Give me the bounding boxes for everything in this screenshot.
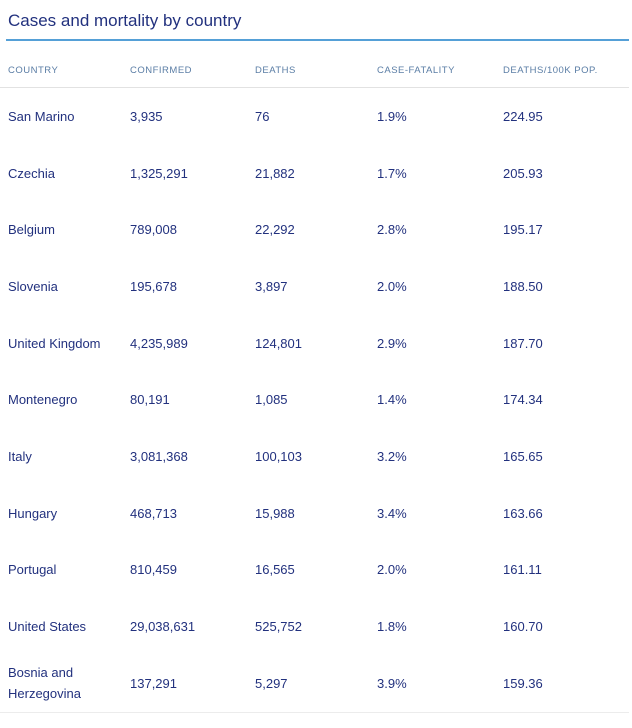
column-header-deaths: DEATHS bbox=[255, 64, 296, 76]
cell-confirmed: 789,008 bbox=[130, 222, 177, 238]
table-row: United Kingdom 4,235,989 124,801 2.9% 18… bbox=[0, 315, 629, 372]
cell-country: Portugal bbox=[8, 562, 57, 578]
cell-country: Italy bbox=[8, 448, 32, 464]
cell-deaths: 5,297 bbox=[255, 675, 288, 691]
cell-deaths: 16,565 bbox=[255, 562, 295, 578]
cell-deaths-per-100k: 163.66 bbox=[503, 505, 543, 521]
cell-deaths: 525,752 bbox=[255, 619, 302, 635]
cell-confirmed: 4,235,989 bbox=[130, 335, 188, 351]
cell-confirmed: 3,935 bbox=[130, 108, 163, 124]
page-title: Cases and mortality by country bbox=[8, 11, 242, 30]
table-row: Hungary 468,713 15,988 3.4% 163.66 bbox=[0, 485, 629, 542]
column-header-deaths-per-100k: DEATHS/100K POP. bbox=[503, 64, 598, 76]
cell-country: United States bbox=[8, 619, 87, 635]
cell-case-fatality: 3.4% bbox=[377, 505, 407, 521]
cell-case-fatality: 1.9% bbox=[377, 108, 407, 124]
column-header-country: COUNTRY bbox=[8, 64, 59, 76]
cell-deaths-per-100k: 160.70 bbox=[503, 619, 543, 635]
cell-deaths-per-100k: 161.11 bbox=[503, 562, 542, 578]
cell-confirmed: 195,678 bbox=[130, 278, 177, 294]
cell-deaths: 22,292 bbox=[255, 222, 295, 238]
table-row: Slovenia 195,678 3,897 2.0% 188.50 bbox=[0, 258, 629, 315]
cell-deaths: 1,085 bbox=[255, 392, 288, 408]
cell-deaths-per-100k: 165.65 bbox=[503, 448, 543, 464]
cell-deaths: 15,988 bbox=[255, 505, 295, 521]
cell-country: Belgium bbox=[8, 222, 55, 238]
column-header-case-fatality: CASE-FATALITY bbox=[377, 64, 455, 76]
cell-deaths: 3,897 bbox=[255, 278, 288, 294]
cell-deaths: 21,882 bbox=[255, 165, 295, 181]
table-header-row: COUNTRY CONFIRMED DEATHS CASE-FATALITY D… bbox=[0, 41, 629, 88]
cell-deaths-per-100k: 159.36 bbox=[503, 675, 543, 691]
table-row: Portugal 810,459 16,565 2.0% 161.11 bbox=[0, 542, 629, 599]
cell-country: Czechia bbox=[8, 165, 55, 181]
cell-deaths-per-100k: 188.50 bbox=[503, 278, 543, 294]
cell-case-fatality: 3.9% bbox=[377, 675, 407, 691]
table-row: Montenegro 80,191 1,085 1.4% 174.34 bbox=[0, 371, 629, 428]
cell-country: Montenegro bbox=[8, 392, 78, 408]
cell-confirmed: 1,325,291 bbox=[130, 165, 188, 181]
cell-case-fatality: 2.8% bbox=[377, 222, 407, 238]
cell-country: United Kingdom bbox=[8, 335, 101, 351]
cell-deaths-per-100k: 205.93 bbox=[503, 165, 543, 181]
cell-case-fatality: 2.9% bbox=[377, 335, 407, 351]
cell-deaths-per-100k: 224.95 bbox=[503, 108, 543, 124]
table-row: San Marino 3,935 76 1.9% 224.95 bbox=[0, 88, 629, 145]
cell-case-fatality: 1.4% bbox=[377, 392, 407, 408]
column-header-confirmed: CONFIRMED bbox=[130, 64, 193, 76]
cell-confirmed: 3,081,368 bbox=[130, 448, 188, 464]
cell-confirmed: 80,191 bbox=[130, 392, 170, 408]
cell-case-fatality: 3.2% bbox=[377, 448, 407, 464]
cell-deaths-per-100k: 187.70 bbox=[503, 335, 543, 351]
cell-country: San Marino bbox=[8, 108, 75, 124]
title-divider bbox=[6, 39, 629, 41]
table-row: United States 29,038,631 525,752 1.8% 16… bbox=[0, 598, 629, 655]
table-body: San Marino 3,935 76 1.9% 224.95 Czechia … bbox=[0, 88, 629, 713]
cell-deaths: 76 bbox=[255, 108, 270, 124]
cell-country: Slovenia bbox=[8, 278, 58, 294]
cell-case-fatality: 2.0% bbox=[377, 562, 407, 578]
cell-confirmed: 29,038,631 bbox=[130, 619, 196, 635]
table-row: Czechia 1,325,291 21,882 1.7% 205.93 bbox=[0, 145, 629, 202]
cell-case-fatality: 1.7% bbox=[377, 165, 407, 181]
cell-deaths-per-100k: 195.17 bbox=[503, 222, 543, 238]
cell-country: Hungary bbox=[8, 505, 58, 521]
cell-deaths: 124,801 bbox=[255, 335, 302, 351]
cell-confirmed: 468,713 bbox=[130, 505, 177, 521]
cell-case-fatality: 2.0% bbox=[377, 278, 407, 294]
cell-country: Bosnia and Herzegovina bbox=[8, 665, 81, 702]
cell-deaths: 100,103 bbox=[255, 448, 302, 464]
table-row: Bosnia and Herzegovina 137,291 5,297 3.9… bbox=[0, 655, 629, 712]
table-row: Belgium 789,008 22,292 2.8% 195.17 bbox=[0, 201, 629, 258]
cell-deaths-per-100k: 174.34 bbox=[503, 392, 543, 408]
cell-confirmed: 137,291 bbox=[130, 675, 177, 691]
table-row: Italy 3,081,368 100,103 3.2% 165.65 bbox=[0, 428, 629, 485]
cell-confirmed: 810,459 bbox=[130, 562, 177, 578]
cell-case-fatality: 1.8% bbox=[377, 619, 407, 635]
